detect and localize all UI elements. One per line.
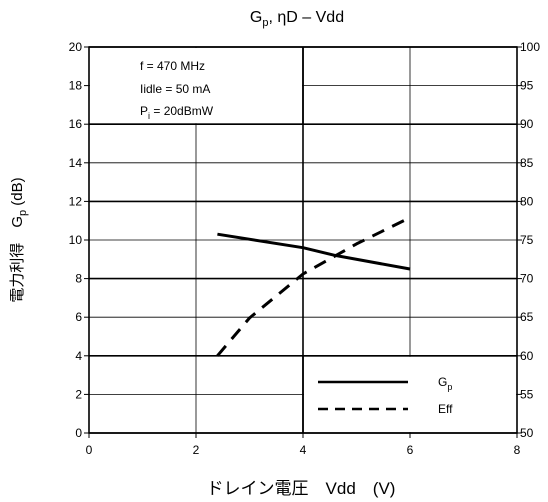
y-tick-label: 4 bbox=[75, 349, 82, 363]
x-axis-label: ドレイン電圧 Vdd (V) bbox=[207, 479, 396, 498]
y-tick-label: 6 bbox=[75, 310, 82, 324]
y-tick-label: 20 bbox=[69, 40, 83, 54]
condition-input-power: Pi = 20dBmW bbox=[140, 104, 214, 121]
y2-tick-label: 60 bbox=[520, 349, 534, 363]
legend-eff-label: Eff bbox=[438, 402, 453, 416]
x-tick-label: 4 bbox=[300, 443, 307, 457]
y2-tick-label: 80 bbox=[520, 194, 534, 208]
condition-idle-current: Iidle = 50 mA bbox=[140, 82, 210, 96]
y2-tick-label: 95 bbox=[520, 79, 534, 93]
legend-box-bg bbox=[304, 356, 516, 432]
y-tick-label: 18 bbox=[69, 79, 83, 93]
y2-tick-label: 85 bbox=[520, 156, 534, 170]
y-tick-label: 8 bbox=[75, 272, 82, 286]
y-tick-label: 16 bbox=[69, 117, 83, 131]
y-tick-label: 12 bbox=[69, 194, 83, 208]
y-tick-label: 2 bbox=[75, 387, 82, 401]
y-tick-label: 14 bbox=[69, 156, 83, 170]
conditions-text: f = 470 MHz Iidle = 50 mA Pi = 20dBmW bbox=[140, 59, 214, 121]
x-tick-label: 8 bbox=[514, 443, 521, 457]
x-tick-label: 2 bbox=[193, 443, 200, 457]
chart-title: Gp, ηD – Vdd bbox=[250, 9, 344, 29]
plot-area: 0246810121416182050556065707580859095100… bbox=[69, 40, 541, 457]
y-tick-label: 0 bbox=[75, 426, 82, 440]
legend: Gp Eff bbox=[318, 375, 453, 416]
series-line-eff bbox=[216, 216, 411, 357]
x-tick-label: 6 bbox=[407, 443, 414, 457]
y-tick-label: 10 bbox=[69, 233, 83, 247]
y2-tick-label: 75 bbox=[520, 233, 534, 247]
legend-gp-label: Gp bbox=[438, 375, 452, 392]
x-tick-label: 0 bbox=[86, 443, 93, 457]
y2-tick-label: 90 bbox=[520, 117, 534, 131]
y2-tick-label: 55 bbox=[520, 387, 534, 401]
y-axis-label: 電力利得 Gp (dB) bbox=[9, 177, 29, 302]
y2-tick-label: 65 bbox=[520, 310, 534, 324]
conditions-box-bg bbox=[90, 48, 302, 124]
condition-frequency: f = 470 MHz bbox=[140, 59, 205, 73]
y2-tick-label: 100 bbox=[520, 40, 540, 54]
y2-tick-label: 50 bbox=[520, 426, 534, 440]
y2-tick-label: 70 bbox=[520, 272, 534, 286]
series-line-gp bbox=[217, 232, 411, 271]
